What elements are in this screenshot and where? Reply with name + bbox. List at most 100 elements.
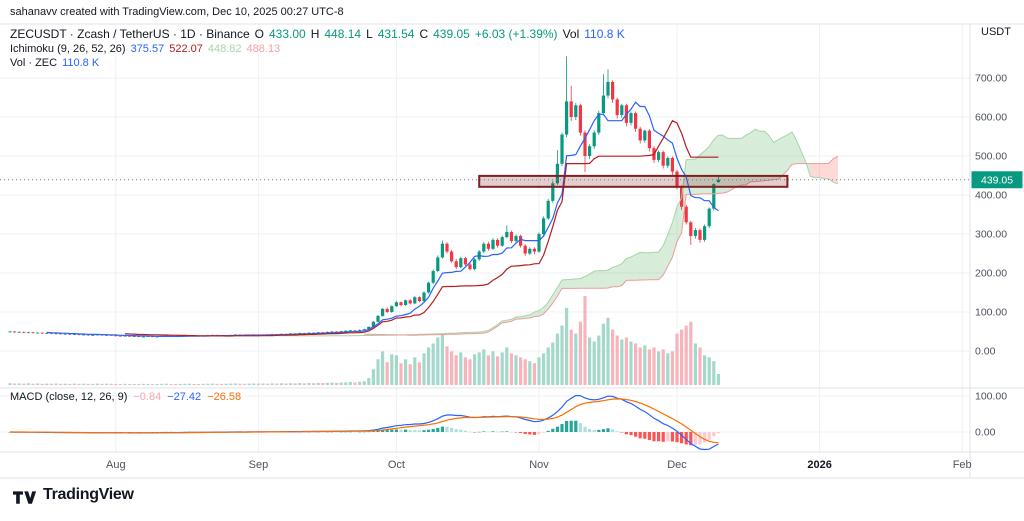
macd-hist-bar bbox=[413, 429, 417, 432]
volume-bar bbox=[321, 383, 325, 385]
range-box-drawing[interactable] bbox=[478, 174, 789, 188]
macd-hist-bar bbox=[454, 429, 458, 432]
ichimoku-legend-label[interactable]: Ichimoku (9, 26, 52, 26) bbox=[10, 43, 126, 55]
cloud-segment bbox=[548, 294, 553, 310]
candlesticks bbox=[8, 56, 720, 338]
candle-body bbox=[440, 243, 444, 258]
candle-body bbox=[569, 101, 573, 117]
price-axis[interactable]: USDT 700.00 600.00 500.00 400.00 300.00 200.00… bbox=[971, 26, 1023, 439]
macd-hist-value: −0.84 bbox=[133, 391, 162, 403]
volume-bar bbox=[197, 384, 201, 385]
volume-bar bbox=[629, 341, 633, 385]
macd-hist-bar bbox=[693, 432, 697, 445]
volume-bar bbox=[284, 383, 288, 385]
candle-body bbox=[436, 257, 440, 272]
macd-hist-bar bbox=[399, 429, 403, 432]
volume-bar bbox=[348, 382, 352, 385]
candle-body bbox=[367, 326, 371, 330]
volume-bar bbox=[233, 383, 237, 385]
candle-body bbox=[404, 300, 408, 305]
volume-bar bbox=[463, 357, 467, 385]
macd-hist-bar bbox=[463, 430, 467, 432]
volume-bar bbox=[537, 357, 541, 385]
candle-body bbox=[86, 334, 90, 336]
candle-body bbox=[450, 251, 454, 262]
cloud-segment bbox=[663, 234, 668, 276]
macd-hist-bar bbox=[362, 431, 366, 433]
candle-body bbox=[661, 152, 665, 166]
watermark-text: sahanavv created with TradingView.com, D… bbox=[10, 6, 344, 18]
macd-hist-bar bbox=[551, 428, 555, 432]
ohlc-low-label: L bbox=[366, 27, 373, 41]
volume-bar bbox=[670, 351, 674, 385]
symbol-title[interactable]: ZECUSDT · Zcash / TetherUS · 1D · Binanc… bbox=[10, 27, 250, 41]
time-tick-label: Oct bbox=[388, 459, 405, 471]
cloud-segment bbox=[713, 135, 719, 194]
volume-bar bbox=[266, 383, 270, 385]
candle-body bbox=[588, 146, 592, 156]
volume-bar bbox=[468, 359, 472, 385]
candle-body bbox=[629, 113, 633, 123]
candle-body bbox=[615, 99, 619, 116]
candle-body bbox=[132, 336, 136, 337]
time-axis[interactable]: Aug Sep Oct Nov Dec 2026 Feb bbox=[106, 459, 972, 471]
volume-bar bbox=[224, 383, 228, 385]
candle-body bbox=[348, 330, 352, 332]
macd-indicator-label[interactable]: MACD (close, 12, 26, 9) bbox=[10, 391, 128, 403]
volume-bar bbox=[684, 325, 688, 385]
volume-bar bbox=[523, 359, 527, 385]
volume-bar bbox=[459, 352, 463, 385]
macd-hist-bar bbox=[537, 432, 541, 435]
candle-body bbox=[509, 232, 513, 242]
macd-hist-bar bbox=[675, 432, 679, 443]
volume-bar bbox=[606, 317, 610, 385]
cloud-segment bbox=[557, 280, 562, 296]
macd-hist-bar bbox=[574, 420, 578, 432]
macd-hist-bar bbox=[468, 431, 472, 433]
candle-body bbox=[95, 334, 99, 336]
volume-bar bbox=[505, 347, 509, 385]
volume-bar bbox=[72, 383, 76, 385]
volume-bar bbox=[325, 382, 329, 385]
volume-label: Vol bbox=[562, 27, 580, 41]
volume-bar bbox=[330, 382, 334, 385]
candle-body bbox=[54, 333, 58, 335]
tradingview-logo[interactable]: TradingView bbox=[13, 486, 134, 504]
volume-bar bbox=[17, 383, 21, 385]
ichimoku-lines bbox=[46, 101, 839, 337]
last-price-badge[interactable] bbox=[971, 171, 1023, 189]
macd-hist-bar bbox=[712, 432, 716, 437]
volume-bar bbox=[445, 346, 449, 385]
volume-bar bbox=[45, 383, 49, 385]
macd-hist-bar bbox=[689, 432, 693, 446]
candle-body bbox=[321, 332, 325, 334]
ohlc-open-label: O bbox=[254, 27, 264, 41]
cloud-segment bbox=[759, 131, 765, 182]
macd-hist-bar bbox=[436, 427, 440, 432]
volume-bar bbox=[178, 383, 182, 385]
macd-hist-bar bbox=[546, 430, 550, 432]
volume-indicator-label[interactable]: Vol · ZEC bbox=[10, 57, 58, 69]
cloud-segment bbox=[552, 287, 558, 304]
candle-body bbox=[31, 332, 35, 334]
volume-bar bbox=[151, 384, 155, 385]
ohlc-open-value: 433.00 bbox=[268, 27, 306, 41]
ichimoku-lead-a-value: 448.82 bbox=[207, 43, 242, 55]
ichimoku-tenkan-value: 375.57 bbox=[130, 43, 165, 55]
macd-hist-bar bbox=[615, 431, 619, 432]
cloud-segment bbox=[700, 150, 705, 195]
volume-bar bbox=[555, 333, 559, 385]
volume-bar bbox=[26, 383, 30, 385]
volume-bar bbox=[500, 352, 504, 385]
volume-bar bbox=[362, 381, 366, 385]
volume-bar bbox=[192, 383, 196, 385]
cloud-segment bbox=[612, 265, 618, 287]
cloud-segment bbox=[819, 163, 825, 179]
macd-hist-bar bbox=[532, 432, 536, 435]
macd-hist-bar bbox=[611, 429, 615, 432]
candle-body bbox=[473, 259, 477, 270]
volume-bar bbox=[298, 383, 302, 385]
volume-bar bbox=[59, 383, 63, 385]
volume-bar bbox=[620, 339, 624, 385]
